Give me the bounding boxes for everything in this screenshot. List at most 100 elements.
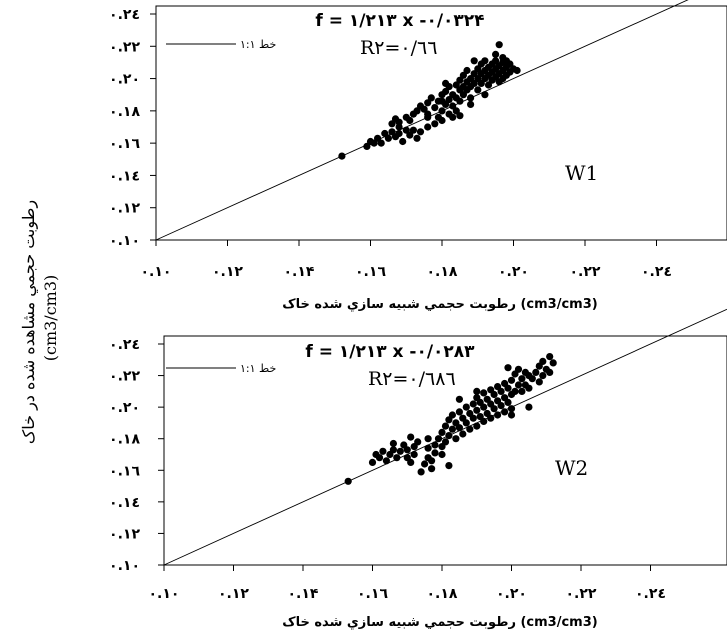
data-point <box>417 468 425 476</box>
data-point <box>511 387 519 395</box>
data-point <box>431 441 439 449</box>
data-point <box>368 458 377 466</box>
data-point <box>442 79 450 87</box>
data-point <box>507 411 516 419</box>
data-point <box>480 417 488 425</box>
data-point <box>497 402 505 410</box>
data-point <box>497 387 505 395</box>
data-point <box>414 438 422 446</box>
panel-label-w2: W2 <box>555 456 588 480</box>
data-point <box>507 405 516 413</box>
data-point <box>459 430 467 438</box>
data-point <box>525 403 533 411</box>
data-point <box>481 57 489 65</box>
data-point <box>407 458 415 466</box>
legend-label-w2: خط ۱:۱ <box>240 362 276 375</box>
data-point <box>438 450 446 459</box>
data-point <box>445 462 453 470</box>
y-tick-label: ۰.۲۲ <box>109 369 140 385</box>
data-point <box>504 398 512 406</box>
data-point <box>473 422 481 430</box>
data-point <box>441 438 450 446</box>
data-point <box>502 57 510 65</box>
data-point <box>399 137 407 146</box>
data-point <box>549 359 557 367</box>
data-point <box>452 435 460 443</box>
data-point <box>448 425 456 433</box>
x-tick-label: ۰.۲۰ <box>498 264 529 280</box>
y-tick-label: ۰.۱۰ <box>109 233 140 249</box>
data-point <box>492 50 500 59</box>
x-tick-label: ۰.۱۴ <box>288 586 319 602</box>
data-point <box>431 120 439 128</box>
regression-equation-w2: f = ۱/۲۱۳ x -۰/۰۲۸۳ <box>305 342 475 362</box>
data-point <box>455 424 463 432</box>
data-point <box>448 411 456 419</box>
data-point <box>513 66 521 75</box>
chart-panel-w2: ۰.۱۰۰.۱۲۰.۱٤۰.۱٦۰.۱۸۰.۲۰۰.۲۲۰.۲٤ ۰.۱۰ ۰.۱… <box>109 308 727 630</box>
x-axis-label-w1: رطوبت حجمي شبيه سازي شده خاک (cm3/cm3) <box>282 297 597 312</box>
chart-panel-w1: ۰.۱۰۰.۱۲۰.۱٤۰.۱٦۰.۱۸۰.۲۰۰.۲۲۰.۲٤ ۰.۱۰ ۰.۱… <box>109 0 727 312</box>
y-tick-label: ۰.۱۸ <box>109 104 140 120</box>
panel-label-w1: W1 <box>565 161 598 185</box>
data-point <box>389 439 397 448</box>
data-point <box>424 435 432 443</box>
data-point <box>546 353 554 361</box>
data-point <box>438 428 446 436</box>
data-points-w1 <box>338 41 521 160</box>
y-tick-label: ۰.۲٤ <box>109 337 140 353</box>
data-point <box>535 378 543 386</box>
one-to-one-line-w2 <box>163 308 727 566</box>
y-tick-label: ۰.۱۸ <box>109 432 140 448</box>
data-point <box>403 446 411 454</box>
plot-area-w2 <box>163 335 727 566</box>
x-ticks-w2: ۰.۱۰ ۰.۱۲ ۰.۱۴ ۰.۱٦ ۰.۱۸ ۰.۲۰ ۰.۲۲ ۰.۲٤ <box>149 565 666 602</box>
x-ticks-w1: ۰.۱۰ ۰.۱۲ ۰.۱۴ ۰.۱٦ ۰.۱۸ ۰.۲۰ ۰.۲۲ ۰.۲٤ <box>141 240 672 280</box>
data-point <box>407 433 415 441</box>
data-point <box>466 425 474 433</box>
y-tick-label: ۰.۱٤ <box>109 495 140 511</box>
data-point <box>463 66 471 75</box>
data-point <box>504 364 512 372</box>
y-tick-label: ۰.۱۲ <box>109 201 140 217</box>
data-point <box>375 454 384 462</box>
data-point <box>395 129 403 138</box>
x-tick-label: ۰.۲۰ <box>496 586 527 602</box>
data-point <box>528 375 536 383</box>
data-point <box>525 384 533 392</box>
data-point <box>344 477 352 485</box>
x-tick-label: ۰.۲٤ <box>641 264 672 280</box>
r-squared-w1: R۲=۰/٦٦ <box>360 37 437 59</box>
data-point <box>501 408 509 416</box>
data-point <box>421 460 429 468</box>
y-axis-label: رطوبت حجمي مشاهده شده در خاک <box>19 200 38 444</box>
data-point <box>338 152 346 160</box>
y-tick-label: ۰.۲۰ <box>109 72 140 88</box>
x-tick-label: ۰.۲۲ <box>570 264 601 280</box>
data-point <box>539 372 547 380</box>
data-point <box>473 387 481 395</box>
data-point <box>428 457 436 465</box>
data-point <box>474 86 482 94</box>
data-point <box>427 94 435 102</box>
data-point <box>389 446 397 454</box>
data-point <box>438 97 446 105</box>
y-tick-label: ۰.۱۲ <box>109 526 140 542</box>
data-point <box>395 118 403 126</box>
data-point <box>467 100 475 108</box>
data-point <box>469 400 477 408</box>
data-point <box>532 368 540 376</box>
data-point <box>455 408 463 416</box>
data-point <box>456 112 464 120</box>
data-point <box>487 414 495 422</box>
data-point <box>424 113 432 121</box>
data-point <box>431 449 439 457</box>
data-point <box>467 94 475 102</box>
data-point <box>416 128 425 136</box>
r-squared-w2: R۲=۰/٦۸٦ <box>368 368 456 390</box>
x-tick-label: ۰.۱٦ <box>355 264 386 280</box>
legend-label-w1: خط ۱:۱ <box>240 38 276 51</box>
x-tick-label: ۰.۱۰ <box>141 264 172 280</box>
data-point <box>469 414 477 422</box>
